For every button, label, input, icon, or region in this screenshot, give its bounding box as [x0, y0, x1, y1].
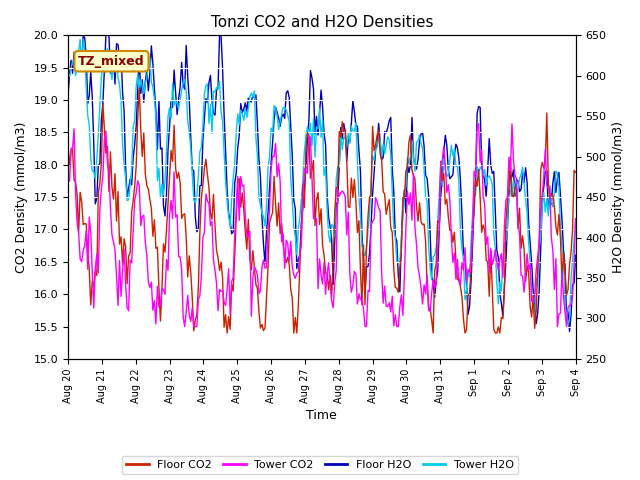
- Floor CO2: [217, 259, 225, 265]
- Tower CO2: [572, 216, 579, 222]
- Floor CO2: [223, 330, 231, 336]
- Tower H2O: [76, 36, 84, 42]
- Line: Tower H2O: Tower H2O: [68, 39, 575, 324]
- Tower H2O: [178, 88, 186, 94]
- Floor H2O: [79, 33, 87, 38]
- Y-axis label: CO2 Density (mmol/m3): CO2 Density (mmol/m3): [15, 121, 28, 273]
- Tower H2O: [64, 72, 72, 78]
- Floor H2O: [217, 33, 225, 39]
- Tower CO2: [176, 254, 184, 260]
- Floor H2O: [70, 49, 78, 55]
- Tower CO2: [488, 262, 496, 268]
- Tower CO2: [351, 268, 358, 274]
- Y-axis label: H2O Density (mmol/m3): H2O Density (mmol/m3): [612, 121, 625, 273]
- Title: Tonzi CO2 and H2O Densities: Tonzi CO2 and H2O Densities: [211, 15, 433, 30]
- Tower H2O: [487, 176, 495, 182]
- Tower CO2: [181, 324, 189, 329]
- Tower CO2: [64, 169, 72, 175]
- Floor CO2: [64, 144, 72, 150]
- Tower CO2: [217, 288, 225, 294]
- Tower CO2: [70, 126, 78, 132]
- Floor H2O: [178, 60, 186, 65]
- Floor CO2: [70, 178, 78, 183]
- Text: TZ_mixed: TZ_mixed: [78, 55, 145, 68]
- Tower CO2: [475, 120, 483, 126]
- Floor CO2: [136, 85, 143, 91]
- Line: Floor CO2: Floor CO2: [68, 88, 575, 333]
- X-axis label: Time: Time: [307, 409, 337, 422]
- Floor H2O: [64, 93, 72, 99]
- Tower H2O: [481, 167, 488, 172]
- Floor H2O: [351, 109, 358, 115]
- Line: Tower CO2: Tower CO2: [68, 123, 575, 326]
- Floor H2O: [487, 162, 495, 168]
- Legend: Floor CO2, Tower CO2, Floor H2O, Tower H2O: Floor CO2, Tower CO2, Floor H2O, Tower H…: [122, 456, 518, 474]
- Tower CO2: [483, 241, 490, 247]
- Floor CO2: [572, 169, 579, 175]
- Floor CO2: [352, 199, 360, 205]
- Floor H2O: [481, 178, 488, 184]
- Floor H2O: [566, 329, 573, 335]
- Tower H2O: [572, 216, 579, 222]
- Floor CO2: [483, 258, 490, 264]
- Line: Floor H2O: Floor H2O: [68, 36, 575, 332]
- Tower H2O: [70, 58, 78, 64]
- Floor H2O: [572, 252, 579, 258]
- Tower H2O: [564, 322, 572, 327]
- Floor CO2: [488, 285, 496, 291]
- Tower H2O: [217, 109, 225, 115]
- Tower H2O: [351, 128, 358, 134]
- Floor CO2: [178, 216, 186, 221]
